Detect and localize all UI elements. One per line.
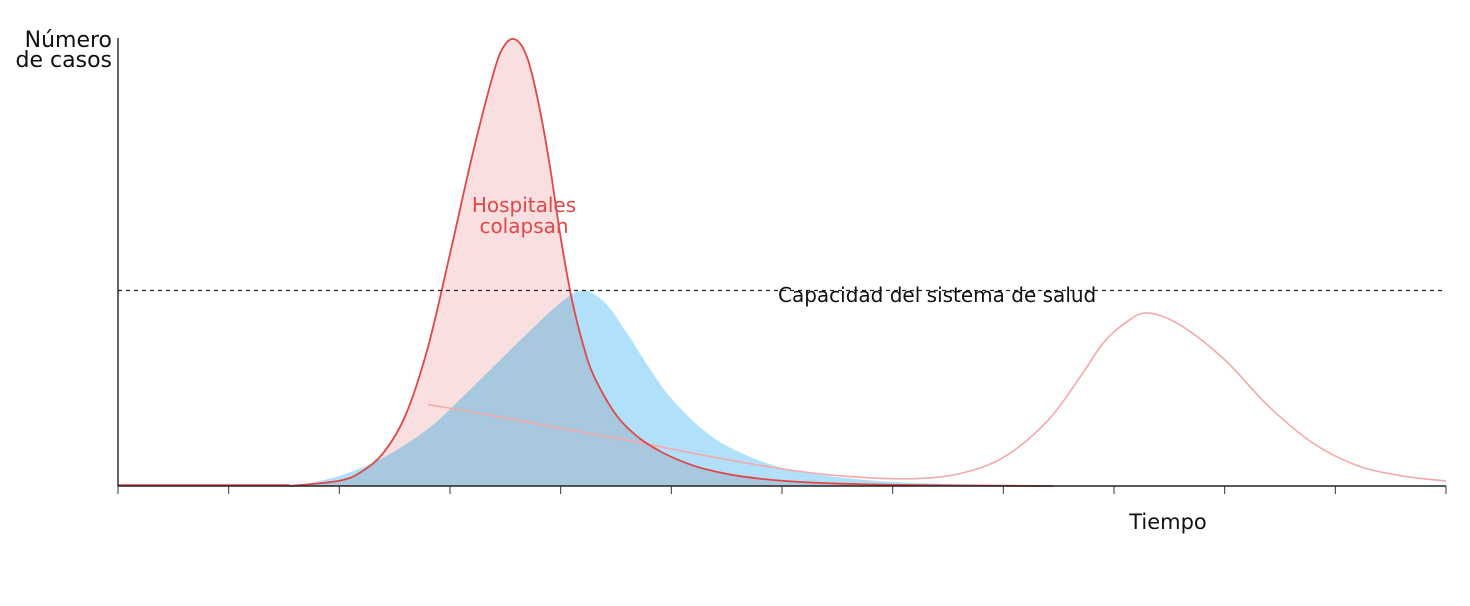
annotation-line-2: colapsan xyxy=(479,214,568,238)
y-axis-label-line-2: de casos xyxy=(16,48,112,73)
annotation-line-1: Hospitales xyxy=(472,193,576,217)
area-unmitigated xyxy=(289,38,1054,486)
x-axis-label: Tiempo xyxy=(1128,510,1207,534)
areas-layer xyxy=(289,38,1054,486)
line-unmitigated xyxy=(289,38,1054,487)
y-axis-label-line-1: Número xyxy=(25,28,112,53)
area-overlap xyxy=(295,290,1054,486)
x-axis-ticks xyxy=(117,486,1447,494)
capacity-label: Capacidad del sistema de salud xyxy=(778,283,1096,307)
lines-layer xyxy=(118,38,1447,487)
line-later_peak xyxy=(427,312,1447,482)
